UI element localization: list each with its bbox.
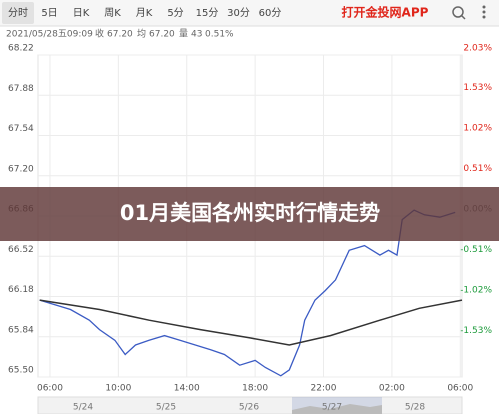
series-line [39,209,456,377]
navigator-date: 5/27 [322,403,342,413]
tab[interactable]: 60分 [259,7,282,19]
navigator-date: 5/28 [405,403,425,413]
info-datetime: 2021/05/28五09:09 [6,30,93,40]
menu-icon[interactable] [482,5,486,19]
tab[interactable]: 分时 [8,7,28,19]
info-avg: 67.20 [149,30,175,40]
x-tick-label: 06:00 [37,384,63,394]
info-close: 67.20 [107,30,133,40]
navigator-date: 5/24 [73,403,93,413]
y2-tick-label: 1.53% [463,83,492,93]
y-tick-label: 67.54 [8,124,34,134]
navigator-dates: 5/24 5/25 5/26 5/27 5/28 [73,403,425,413]
y-tick-label: 67.20 [8,164,34,174]
series-line [39,299,463,346]
y2-tick-label: 1.02% [463,124,492,134]
x-tick-label: 02:00 [379,384,405,394]
y-tick-label: 65.50 [8,366,34,376]
tab[interactable]: 5日 [41,8,57,19]
x-tick-label: 18:00 [242,384,268,394]
tab[interactable]: 30分 [227,7,250,19]
tab[interactable]: 5分 [167,7,183,19]
banner [0,187,499,241]
tab-active[interactable] [2,2,34,24]
info-close-label: 收 [95,28,104,40]
info-line: 2021/05/28五09:09 收 67.20 均 67.20 量 43 0.… [6,28,234,40]
tab[interactable]: 月K [136,7,153,19]
y-tick-label: 66.52 [8,245,34,255]
y-tick-label: 68.22 [8,44,34,54]
y-tick-label: 65.84 [8,325,34,335]
y-tick-label: 67.88 [8,84,34,94]
x-tick-label: 22:00 [311,384,337,394]
x-tick-label: 06:00 [447,384,473,394]
info-change: 0.51% [205,30,234,40]
y2-tick-label: 2.03% [463,44,492,54]
y2-tick-label: 0.51% [463,164,492,174]
info-avg-label: 均 [137,28,146,40]
tab[interactable]: 日K [73,8,90,19]
x-tick-label: 14:00 [174,384,200,394]
info-volume: 43 [191,30,202,40]
tab[interactable]: 周K [104,7,121,19]
y2-tick-label: -0.51% [460,245,492,255]
y-tick-label: 66.18 [8,285,34,295]
search-icon[interactable] [452,6,466,20]
banner-title: 01月美国各州实时行情走势 [120,201,380,225]
y2-tick-label: -1.53% [460,326,492,336]
navigator-date: 5/25 [156,403,176,413]
navigator-date: 5/26 [239,403,259,413]
navigator-preview [292,404,382,414]
x-tick-label: 10:00 [105,384,131,394]
tab-bar [0,0,499,26]
info-volume-label: 量 [179,29,188,40]
app-link[interactable]: 打开金投网APP [342,5,429,20]
tab[interactable]: 15分 [196,7,219,19]
y2-tick-label: -1.02% [460,285,492,295]
